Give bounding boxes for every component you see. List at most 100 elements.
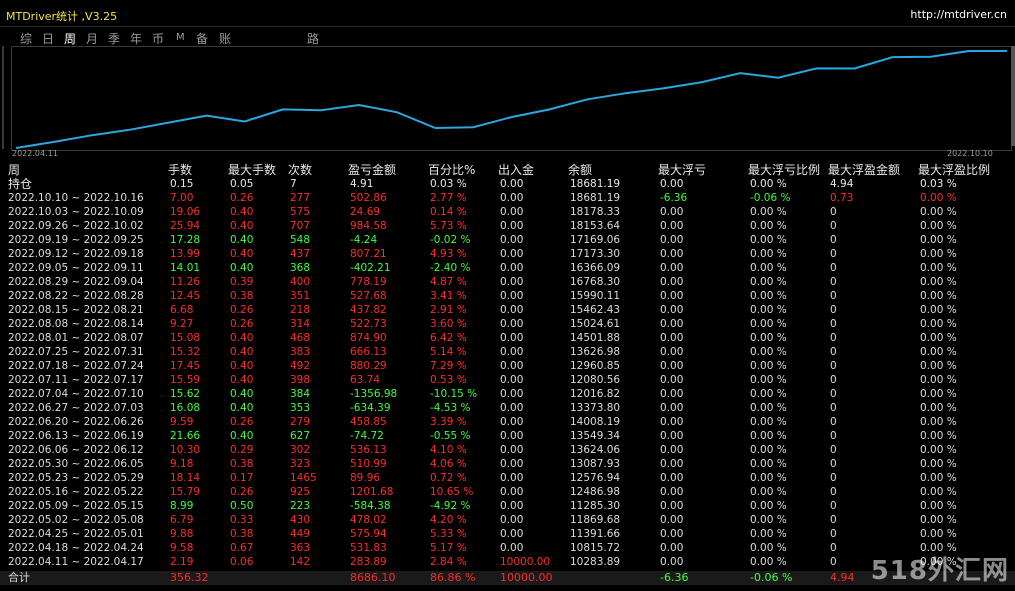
table-row[interactable]: 2022.04.11 ~ 2022.04.17 2.19 0.06 142 283.89…	[0, 555, 1015, 569]
cell-balance: 13549.34	[570, 430, 621, 442]
cell-maxfppct: 0.00 %	[920, 346, 957, 358]
cell-maxfp: 0	[830, 556, 837, 568]
table-row[interactable]: 2022.07.25 ~ 2022.07.31 15.32 0.40 383 666.1…	[0, 345, 1015, 359]
col-count[interactable]: 次数	[288, 163, 313, 177]
table-row[interactable]: 2022.10.10 ~ 2022.10.16 7.00 0.26 277 502.86…	[0, 191, 1015, 205]
cell-pct: 7.29 %	[430, 360, 467, 372]
cell-count: 707	[290, 220, 311, 232]
website-link[interactable]: http://mtdriver.cn	[910, 8, 1007, 21]
table-row[interactable]: 2022.08.08 ~ 2022.08.14 9.27 0.26 314 522.73…	[0, 317, 1015, 331]
cell-balance: 13087.93	[570, 458, 621, 470]
col-balance[interactable]: 余额	[568, 163, 593, 177]
tab-m[interactable]: M	[176, 32, 185, 43]
cell-io: 0.00	[500, 262, 524, 274]
total-io: 10000.00	[500, 571, 553, 584]
table-row[interactable]: 2022.06.20 ~ 2022.06.26 9.59 0.26 279 458.85…	[0, 415, 1015, 429]
col-max-drawdown-pct[interactable]: 最大浮亏比例	[748, 163, 821, 177]
tab-year[interactable]: 年	[130, 32, 143, 46]
cell-count: 353	[290, 402, 311, 414]
table-row[interactable]: 2022.09.05 ~ 2022.09.11 14.01 0.40 368 -402.…	[0, 261, 1015, 275]
table-row[interactable]: 2022.05.16 ~ 2022.05.22 15.79 0.26 925 1201.…	[0, 485, 1015, 499]
cell-maxdd: 0.00	[660, 472, 684, 484]
tab-day[interactable]: 日	[42, 32, 55, 46]
cell-io: 0.00	[500, 402, 524, 414]
cell-maxdd: 0.00	[660, 248, 684, 260]
holding-maxfppct: 0.03 %	[920, 178, 957, 190]
col-deposit[interactable]: 出入金	[498, 163, 535, 177]
cell-maxddpct: 0.00 %	[750, 500, 787, 512]
tab-quarter[interactable]: 季	[108, 32, 121, 46]
cell-maxdd: 0.00	[660, 528, 684, 540]
col-pnl[interactable]: 盈亏金额	[348, 163, 397, 177]
cell-week: 2022.06.27 ~ 2022.07.03	[8, 402, 144, 414]
cell-week: 2022.09.26 ~ 2022.10.02	[8, 220, 144, 232]
cell-pnl: 478.02	[350, 514, 387, 526]
table-row[interactable]: 2022.05.23 ~ 2022.05.29 18.14 0.17 1465 89.9…	[0, 471, 1015, 485]
table-row[interactable]: 2022.08.22 ~ 2022.08.28 12.45 0.38 351 527.6…	[0, 289, 1015, 303]
col-week[interactable]: 周	[8, 163, 21, 177]
cell-maxfppct: 0.00 %	[920, 458, 957, 470]
tab-week[interactable]: 周	[64, 32, 77, 46]
col-max-float-profit[interactable]: 最大浮盈金额	[828, 163, 901, 177]
cell-maxfp: 0	[830, 444, 837, 456]
table-row[interactable]: 2022.08.01 ~ 2022.08.07 15.08 0.40 468 874.9…	[0, 331, 1015, 345]
total-row: 合计 356.32 8686.10 86.86 % 10000.00 -6.36…	[0, 571, 1015, 585]
cell-pct: 2.77 %	[430, 192, 467, 204]
col-percent[interactable]: 百分比%	[428, 163, 476, 177]
table-row[interactable]: 2022.09.26 ~ 2022.10.02 25.94 0.40 707 984.5…	[0, 219, 1015, 233]
table-row[interactable]: 2022.07.04 ~ 2022.07.10 15.62 0.40 384 -1356…	[0, 387, 1015, 401]
scrollbar[interactable]	[1011, 46, 1015, 146]
cell-count: 430	[290, 514, 311, 526]
cell-maxfppct: 0.00 %	[920, 514, 957, 526]
cell-io: 0.00	[500, 276, 524, 288]
table-row[interactable]: 2022.07.18 ~ 2022.07.24 17.45 0.40 492 880.2…	[0, 359, 1015, 373]
tab-notes[interactable]: 备	[196, 32, 209, 46]
cell-maxddpct: 0.00 %	[750, 360, 787, 372]
col-lots[interactable]: 手数	[168, 163, 193, 177]
cell-maxddpct: 0.00 %	[750, 556, 787, 568]
cell-io: 0.00	[500, 486, 524, 498]
cell-maxfp: 0	[830, 402, 837, 414]
table-row[interactable]: 2022.05.02 ~ 2022.05.08 6.79 0.33 430 478.02…	[0, 513, 1015, 527]
cell-count: 383	[290, 346, 311, 358]
cell-balance: 12016.82	[570, 388, 621, 400]
cell-maxlots: 0.26	[230, 304, 254, 316]
cell-maxdd: 0.00	[660, 388, 684, 400]
table-row[interactable]: 2022.06.13 ~ 2022.06.19 21.66 0.40 627 -74.7…	[0, 429, 1015, 443]
cell-maxdd: 0.00	[660, 486, 684, 498]
table-row[interactable]: 2022.04.25 ~ 2022.05.01 9.88 0.38 449 575.94…	[0, 527, 1015, 541]
cell-maxdd: 0.00	[660, 416, 684, 428]
cell-io: 0.00	[500, 290, 524, 302]
total-pct: 86.86 %	[430, 571, 476, 584]
cell-maxdd: 0.00	[660, 444, 684, 456]
table-row[interactable]: 2022.05.30 ~ 2022.06.05 9.18 0.38 323 510.99…	[0, 457, 1015, 471]
table-row[interactable]: 2022.09.19 ~ 2022.09.25 17.28 0.40 548 -4.24…	[0, 233, 1015, 247]
cell-lots: 9.27	[170, 318, 194, 330]
col-max-drawdown[interactable]: 最大浮亏	[658, 163, 707, 177]
table-row[interactable]: 2022.06.06 ~ 2022.06.12 10.30 0.29 302 536.1…	[0, 443, 1015, 457]
cell-lots: 8.99	[170, 500, 194, 512]
tab-currency[interactable]: 币	[152, 32, 165, 46]
cell-week: 2022.04.11 ~ 2022.04.17	[8, 556, 144, 568]
tab-summary[interactable]: 综	[20, 32, 33, 46]
table-row[interactable]: 2022.07.11 ~ 2022.07.17 15.59 0.40 398 63.74…	[0, 373, 1015, 387]
col-max-lots[interactable]: 最大手数	[228, 163, 277, 177]
cell-pnl: 984.58	[350, 220, 387, 232]
table-row[interactable]: 2022.05.09 ~ 2022.05.15 8.99 0.50 223 -584.3…	[0, 499, 1015, 513]
cell-lots: 2.19	[170, 556, 194, 568]
table-row[interactable]: 2022.04.18 ~ 2022.04.24 9.58 0.67 363 531.83…	[0, 541, 1015, 555]
holding-lots: 0.15	[170, 178, 194, 190]
tab-month[interactable]: 月	[86, 32, 99, 46]
cell-lots: 7.00	[170, 192, 194, 204]
table-row[interactable]: 2022.09.12 ~ 2022.09.18 13.99 0.40 437 807.2…	[0, 247, 1015, 261]
chart-end-date: 2022.10.10	[947, 149, 993, 158]
col-max-float-profit-pct[interactable]: 最大浮盈比例	[918, 163, 991, 177]
cell-maxdd: 0.00	[660, 220, 684, 232]
cell-maxddpct: 0.00 %	[750, 332, 787, 344]
table-row[interactable]: 2022.06.27 ~ 2022.07.03 16.08 0.40 353 -634.…	[0, 401, 1015, 415]
table-row[interactable]: 2022.08.29 ~ 2022.09.04 11.26 0.39 400 778.1…	[0, 275, 1015, 289]
cell-maxlots: 0.40	[230, 234, 254, 246]
holding-row[interactable]: 持仓 0.15 0.05 7 4.91 0.03 % 0.00 18681.19…	[0, 177, 1015, 191]
table-row[interactable]: 2022.10.03 ~ 2022.10.09 19.06 0.40 575 24.69…	[0, 205, 1015, 219]
table-row[interactable]: 2022.08.15 ~ 2022.08.21 6.68 0.26 218 437.82…	[0, 303, 1015, 317]
